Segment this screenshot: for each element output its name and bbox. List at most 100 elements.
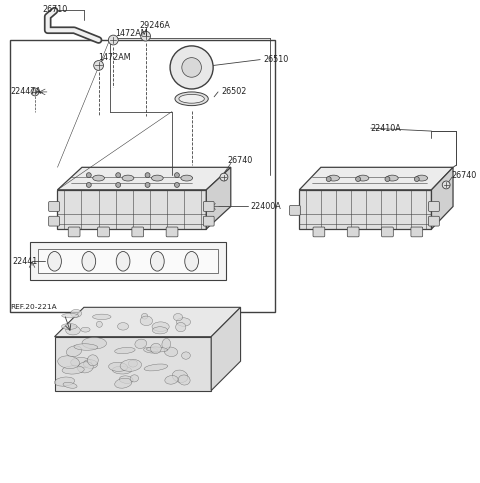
Text: 22410A: 22410A — [371, 124, 402, 133]
Ellipse shape — [181, 175, 192, 181]
Ellipse shape — [93, 314, 111, 319]
FancyBboxPatch shape — [289, 205, 300, 215]
Ellipse shape — [146, 347, 168, 352]
Polygon shape — [58, 167, 231, 190]
FancyBboxPatch shape — [48, 201, 60, 212]
Ellipse shape — [172, 370, 188, 383]
Polygon shape — [300, 167, 453, 190]
Polygon shape — [58, 190, 206, 229]
Circle shape — [175, 173, 180, 178]
Ellipse shape — [181, 352, 191, 359]
Circle shape — [356, 177, 360, 182]
Bar — [11, 40, 275, 312]
Ellipse shape — [118, 323, 129, 330]
Ellipse shape — [71, 310, 82, 317]
Ellipse shape — [386, 175, 398, 181]
Ellipse shape — [142, 313, 148, 319]
Ellipse shape — [66, 326, 80, 335]
Ellipse shape — [96, 321, 102, 327]
Text: 29246A: 29246A — [140, 21, 170, 30]
Ellipse shape — [164, 347, 178, 356]
Circle shape — [116, 173, 120, 178]
Text: 22400A: 22400A — [251, 202, 281, 211]
Circle shape — [86, 173, 91, 178]
Ellipse shape — [66, 346, 82, 357]
Ellipse shape — [185, 252, 198, 271]
Circle shape — [175, 183, 180, 187]
Circle shape — [86, 183, 91, 187]
Ellipse shape — [71, 357, 92, 368]
Circle shape — [145, 173, 150, 178]
Circle shape — [414, 177, 419, 182]
Text: 22441: 22441 — [12, 257, 38, 266]
FancyBboxPatch shape — [429, 201, 439, 212]
Polygon shape — [206, 167, 231, 229]
FancyBboxPatch shape — [429, 216, 439, 226]
Text: 26710: 26710 — [43, 5, 68, 14]
Ellipse shape — [128, 360, 137, 367]
FancyBboxPatch shape — [166, 227, 178, 237]
Polygon shape — [211, 307, 240, 391]
Ellipse shape — [173, 313, 182, 321]
Ellipse shape — [152, 175, 163, 181]
FancyBboxPatch shape — [48, 216, 60, 226]
Circle shape — [141, 31, 151, 41]
Ellipse shape — [328, 175, 339, 181]
FancyBboxPatch shape — [382, 227, 393, 237]
Ellipse shape — [82, 252, 96, 271]
Ellipse shape — [74, 344, 98, 350]
Circle shape — [31, 88, 39, 96]
Ellipse shape — [83, 360, 97, 369]
FancyBboxPatch shape — [411, 227, 423, 237]
Ellipse shape — [120, 359, 142, 371]
Ellipse shape — [151, 343, 161, 354]
FancyBboxPatch shape — [204, 201, 214, 212]
Text: 26502: 26502 — [221, 87, 246, 97]
Polygon shape — [30, 242, 226, 280]
Circle shape — [220, 173, 228, 181]
Polygon shape — [432, 167, 453, 229]
FancyBboxPatch shape — [97, 227, 109, 237]
Ellipse shape — [115, 347, 135, 354]
Ellipse shape — [87, 355, 98, 366]
Circle shape — [385, 177, 390, 182]
Circle shape — [442, 181, 450, 189]
Text: 26510: 26510 — [263, 55, 288, 64]
Circle shape — [182, 57, 202, 77]
Text: 22447A: 22447A — [11, 87, 41, 97]
Ellipse shape — [152, 322, 169, 331]
Ellipse shape — [179, 94, 204, 103]
Text: 26740: 26740 — [228, 156, 253, 165]
Ellipse shape — [112, 366, 132, 374]
FancyBboxPatch shape — [348, 227, 359, 237]
FancyBboxPatch shape — [204, 216, 214, 226]
Ellipse shape — [144, 364, 168, 371]
Text: 26740: 26740 — [451, 170, 476, 180]
Ellipse shape — [119, 376, 133, 384]
Circle shape — [108, 35, 118, 45]
Ellipse shape — [165, 376, 178, 384]
Ellipse shape — [93, 175, 105, 181]
Ellipse shape — [416, 175, 428, 181]
Circle shape — [94, 60, 104, 71]
Ellipse shape — [140, 316, 153, 326]
Ellipse shape — [178, 375, 190, 385]
Circle shape — [170, 46, 213, 89]
Polygon shape — [38, 249, 218, 273]
Ellipse shape — [176, 318, 191, 326]
Polygon shape — [300, 190, 432, 229]
FancyBboxPatch shape — [132, 227, 144, 237]
Ellipse shape — [78, 362, 93, 373]
Ellipse shape — [63, 383, 77, 388]
FancyBboxPatch shape — [313, 227, 325, 237]
Ellipse shape — [162, 339, 170, 350]
Ellipse shape — [54, 377, 75, 386]
Ellipse shape — [135, 339, 147, 348]
Polygon shape — [55, 337, 211, 391]
Circle shape — [326, 177, 331, 182]
Circle shape — [145, 183, 150, 187]
Ellipse shape — [116, 252, 130, 271]
Ellipse shape — [357, 175, 369, 181]
Ellipse shape — [108, 362, 128, 371]
Ellipse shape — [151, 252, 164, 271]
